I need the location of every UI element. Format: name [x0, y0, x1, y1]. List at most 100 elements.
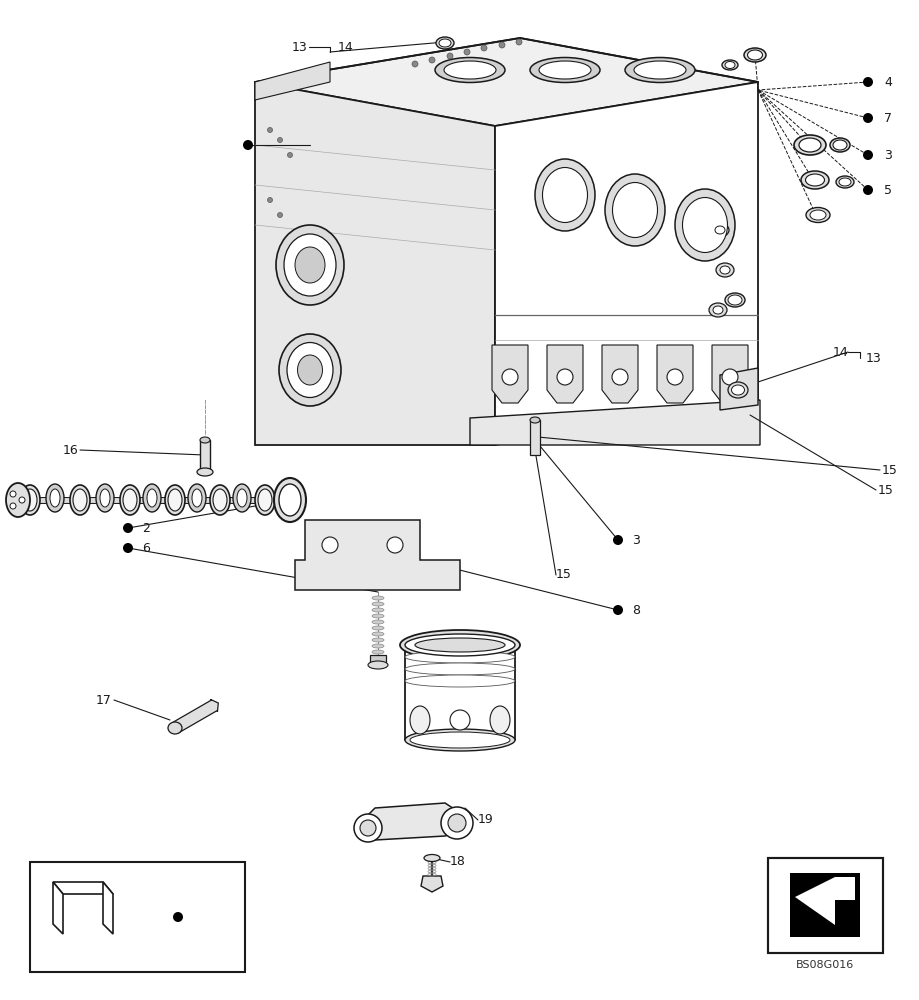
- Text: 3: 3: [883, 149, 891, 162]
- Text: KIT: KIT: [49, 909, 67, 919]
- Ellipse shape: [257, 489, 272, 511]
- Ellipse shape: [123, 489, 137, 511]
- Bar: [30, 862, 244, 972]
- Ellipse shape: [371, 638, 383, 642]
- Text: 13: 13: [291, 41, 307, 54]
- Ellipse shape: [529, 417, 539, 423]
- Polygon shape: [255, 38, 757, 126]
- Ellipse shape: [73, 489, 87, 511]
- Ellipse shape: [438, 39, 450, 47]
- Ellipse shape: [529, 58, 599, 83]
- Circle shape: [287, 153, 292, 158]
- Polygon shape: [720, 368, 757, 410]
- Text: 13: 13: [865, 352, 880, 364]
- Circle shape: [611, 369, 628, 385]
- Ellipse shape: [715, 263, 733, 277]
- Ellipse shape: [410, 706, 429, 734]
- Polygon shape: [255, 62, 330, 100]
- Ellipse shape: [404, 634, 515, 656]
- Ellipse shape: [400, 630, 519, 660]
- Ellipse shape: [287, 342, 333, 397]
- Ellipse shape: [233, 484, 251, 512]
- Ellipse shape: [832, 140, 846, 150]
- Text: 14: 14: [337, 41, 354, 54]
- Ellipse shape: [274, 478, 306, 522]
- Ellipse shape: [213, 489, 227, 511]
- Ellipse shape: [6, 483, 30, 517]
- Ellipse shape: [371, 602, 383, 606]
- Text: = 1: = 1: [187, 910, 212, 924]
- Circle shape: [862, 150, 872, 160]
- Polygon shape: [601, 345, 637, 403]
- Ellipse shape: [829, 138, 849, 152]
- Ellipse shape: [805, 174, 823, 186]
- Text: 15: 15: [877, 484, 893, 496]
- Ellipse shape: [424, 854, 439, 861]
- Polygon shape: [199, 440, 210, 472]
- Ellipse shape: [798, 138, 820, 152]
- Ellipse shape: [793, 135, 825, 155]
- Ellipse shape: [70, 485, 90, 515]
- Ellipse shape: [746, 50, 762, 60]
- Text: 2: 2: [142, 522, 150, 534]
- Ellipse shape: [371, 608, 383, 612]
- Ellipse shape: [444, 61, 495, 79]
- Text: 7: 7: [883, 112, 891, 125]
- Ellipse shape: [168, 722, 182, 734]
- Circle shape: [556, 369, 573, 385]
- Polygon shape: [789, 873, 859, 937]
- Ellipse shape: [436, 37, 453, 49]
- Circle shape: [721, 369, 737, 385]
- Ellipse shape: [605, 174, 664, 246]
- Ellipse shape: [724, 62, 734, 69]
- Circle shape: [502, 369, 517, 385]
- Circle shape: [428, 57, 435, 63]
- Ellipse shape: [675, 189, 734, 261]
- Text: 19: 19: [478, 813, 494, 826]
- Ellipse shape: [720, 266, 729, 274]
- Circle shape: [173, 912, 183, 922]
- Text: 5: 5: [883, 184, 891, 197]
- Ellipse shape: [612, 183, 657, 238]
- Text: KIT: KIT: [91, 909, 108, 919]
- Circle shape: [449, 710, 470, 730]
- Ellipse shape: [714, 226, 724, 234]
- Circle shape: [123, 543, 133, 553]
- Bar: [767, 858, 882, 953]
- Ellipse shape: [50, 489, 60, 507]
- Text: BS08G016: BS08G016: [795, 960, 853, 970]
- Ellipse shape: [633, 61, 686, 79]
- Polygon shape: [547, 345, 583, 403]
- Ellipse shape: [800, 171, 828, 189]
- Ellipse shape: [624, 58, 694, 83]
- Text: 18: 18: [449, 855, 465, 868]
- Text: 14: 14: [832, 346, 847, 359]
- Circle shape: [267, 128, 272, 133]
- Ellipse shape: [119, 485, 140, 515]
- Ellipse shape: [535, 159, 595, 231]
- Polygon shape: [529, 420, 539, 455]
- Polygon shape: [794, 877, 854, 925]
- Text: 8: 8: [631, 603, 640, 616]
- Ellipse shape: [20, 485, 40, 515]
- Ellipse shape: [410, 732, 509, 748]
- Polygon shape: [470, 400, 759, 445]
- Circle shape: [498, 42, 505, 48]
- Polygon shape: [656, 345, 692, 403]
- Polygon shape: [494, 82, 757, 445]
- Ellipse shape: [490, 706, 509, 734]
- Ellipse shape: [165, 485, 185, 515]
- Ellipse shape: [414, 638, 505, 652]
- Ellipse shape: [809, 210, 825, 220]
- Circle shape: [481, 45, 486, 51]
- Circle shape: [267, 198, 272, 203]
- Circle shape: [278, 138, 282, 143]
- Ellipse shape: [721, 60, 737, 70]
- Ellipse shape: [197, 468, 213, 476]
- Ellipse shape: [276, 225, 344, 305]
- Ellipse shape: [838, 178, 850, 186]
- Ellipse shape: [539, 61, 590, 79]
- Circle shape: [10, 503, 16, 509]
- Ellipse shape: [100, 489, 110, 507]
- Circle shape: [278, 213, 282, 218]
